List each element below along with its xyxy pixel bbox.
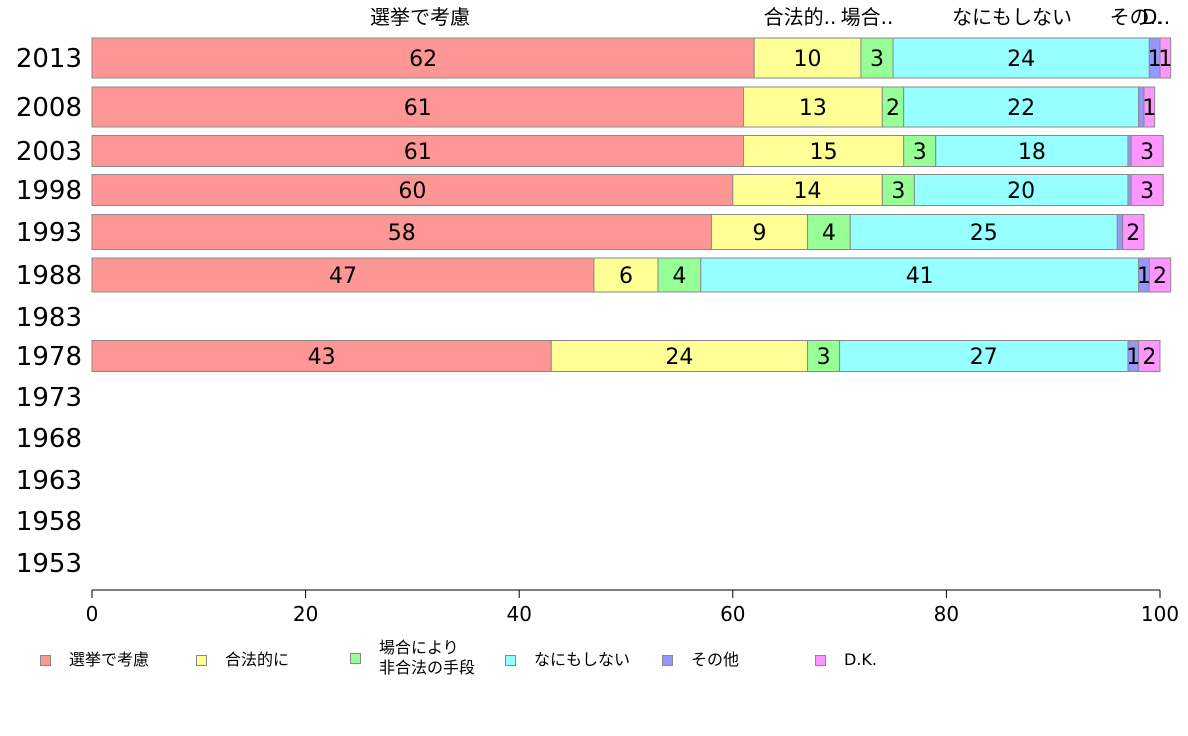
y-tick-label: 1973 bbox=[16, 383, 82, 413]
bar-segment bbox=[1130, 174, 1164, 206]
data-label: 4 bbox=[822, 221, 836, 246]
top-series-label: その.. bbox=[1110, 5, 1163, 29]
bar-segment bbox=[1159, 37, 1172, 79]
data-label: 25 bbox=[970, 221, 998, 246]
data-label: 2 bbox=[886, 96, 900, 121]
y-tick-label: 1998 bbox=[16, 176, 82, 206]
data-label: 3 bbox=[817, 345, 831, 370]
y-tick-label: 1978 bbox=[16, 342, 82, 372]
bar-segment bbox=[892, 37, 1150, 79]
top-series-label: 合法的.. bbox=[764, 5, 837, 29]
bar-segment bbox=[881, 174, 915, 206]
y-tick-label: 2013 bbox=[16, 44, 82, 74]
data-label: 1 bbox=[1158, 47, 1172, 72]
data-label: 60 bbox=[398, 179, 426, 204]
data-label: 24 bbox=[1007, 47, 1035, 72]
bar-segment bbox=[913, 174, 1129, 206]
y-tick-label: 1988 bbox=[16, 261, 82, 291]
y-tick-label: 2008 bbox=[16, 93, 82, 123]
data-label: 1 bbox=[1126, 345, 1140, 370]
data-label: 1 bbox=[1137, 264, 1151, 289]
bar-segment bbox=[753, 37, 862, 79]
data-label: 4 bbox=[672, 264, 686, 289]
bar-segment bbox=[860, 37, 894, 79]
data-label: 61 bbox=[404, 96, 432, 121]
data-label: 58 bbox=[388, 221, 416, 246]
data-label: 22 bbox=[1007, 96, 1035, 121]
bar-segment bbox=[807, 340, 841, 372]
data-label: 1 bbox=[1142, 96, 1156, 121]
data-label: 3 bbox=[913, 140, 927, 165]
data-label: 62 bbox=[409, 47, 437, 72]
x-tick-label: 80 bbox=[934, 602, 959, 626]
bar-segment bbox=[91, 174, 734, 206]
bar-segment bbox=[657, 257, 702, 293]
data-label: 1 bbox=[1148, 47, 1162, 72]
data-label: 61 bbox=[404, 140, 432, 165]
bar-segment bbox=[1143, 86, 1156, 128]
y-tick-label: 2003 bbox=[16, 137, 82, 167]
top-series-label: 場合.. bbox=[841, 5, 894, 29]
data-label: 6 bbox=[619, 264, 633, 289]
bar-segment bbox=[732, 174, 883, 206]
bar-segment bbox=[742, 86, 883, 128]
data-label: 2 bbox=[1142, 345, 1156, 370]
bar-segment bbox=[91, 37, 755, 79]
data-label: 3 bbox=[891, 179, 905, 204]
bar-segment bbox=[710, 214, 809, 250]
y-tick-label: 1983 bbox=[16, 303, 82, 333]
data-label: 10 bbox=[794, 47, 822, 72]
data-label: 3 bbox=[1140, 140, 1154, 165]
top-series-label: なにもしない bbox=[952, 5, 1072, 29]
bar-segment bbox=[91, 135, 744, 167]
y-tick-label: 1968 bbox=[16, 424, 82, 454]
x-tick-label: 100 bbox=[1141, 602, 1179, 626]
x-tick-label: 0 bbox=[86, 602, 99, 626]
data-label: 2 bbox=[1126, 221, 1140, 246]
bar-segment bbox=[903, 86, 1140, 128]
y-tick-label: 1993 bbox=[16, 218, 82, 248]
bar-segment bbox=[1138, 340, 1161, 372]
top-series-label: 選挙で考慮 bbox=[370, 5, 470, 29]
data-label: 3 bbox=[870, 47, 884, 72]
bar-segment bbox=[700, 257, 1140, 293]
bar-segment bbox=[1130, 135, 1164, 167]
bar-segment bbox=[935, 135, 1129, 167]
bar-segment bbox=[849, 214, 1118, 250]
data-label: 47 bbox=[329, 264, 357, 289]
bar-segment bbox=[91, 257, 595, 293]
data-label: 9 bbox=[753, 221, 767, 246]
bar-segment bbox=[1148, 257, 1172, 293]
y-tick-label: 1953 bbox=[16, 549, 82, 579]
bar-segment bbox=[550, 340, 809, 372]
data-label: 24 bbox=[665, 345, 693, 370]
data-label: 14 bbox=[794, 179, 822, 204]
bar-segment bbox=[807, 214, 851, 250]
data-label: 41 bbox=[906, 264, 934, 289]
bar-segment bbox=[1122, 214, 1145, 250]
bar-segment bbox=[742, 135, 905, 167]
data-label: 18 bbox=[1018, 140, 1046, 165]
data-label: 20 bbox=[1007, 179, 1035, 204]
top-series-label: D.. bbox=[1142, 5, 1170, 29]
data-label: 15 bbox=[810, 140, 838, 165]
bar-segment bbox=[839, 340, 1129, 372]
x-tick-label: 60 bbox=[720, 602, 745, 626]
bar-segment bbox=[903, 135, 937, 167]
data-label: 43 bbox=[308, 345, 336, 370]
x-tick-label: 20 bbox=[293, 602, 318, 626]
x-tick-label: 40 bbox=[506, 602, 531, 626]
data-label: 13 bbox=[799, 96, 827, 121]
y-tick-label: 1963 bbox=[16, 466, 82, 496]
y-tick-label: 1958 bbox=[16, 507, 82, 537]
data-label: 3 bbox=[1140, 179, 1154, 204]
bar-segment bbox=[91, 340, 552, 372]
data-label: 2 bbox=[1153, 264, 1167, 289]
data-label: 27 bbox=[970, 345, 998, 370]
bar-segment bbox=[1116, 214, 1124, 250]
